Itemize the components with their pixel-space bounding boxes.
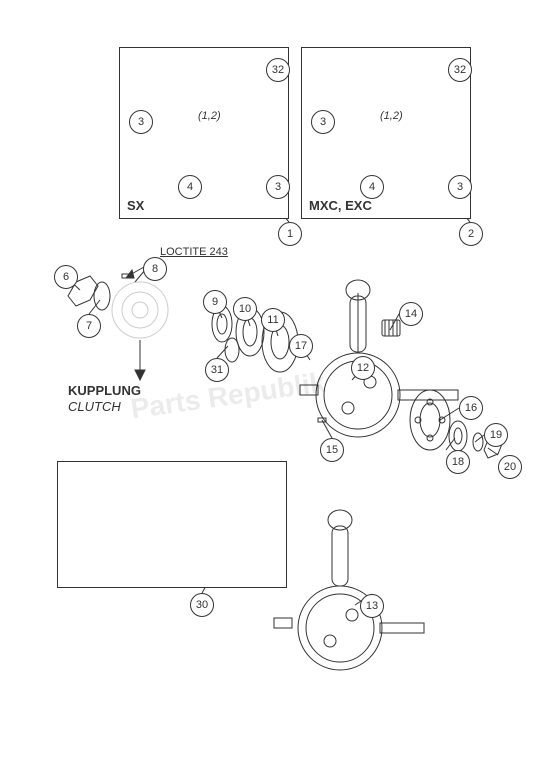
callout-6: 6	[54, 265, 78, 289]
callout-13: 13	[360, 594, 384, 618]
callout-32-mxc: 32	[448, 58, 472, 82]
callout-31: 31	[205, 358, 229, 382]
callout-1: 1	[278, 222, 302, 246]
callout-30: 30	[190, 593, 214, 617]
callout-11: 11	[261, 308, 285, 332]
sx-label: SX	[127, 198, 144, 213]
callout-14: 14	[399, 302, 423, 326]
callout-3-sx-left: 3	[129, 110, 153, 134]
callout-10: 10	[233, 297, 257, 321]
kupplung-label: KUPPLUNG	[68, 383, 141, 398]
callout-17: 17	[289, 334, 313, 358]
callout-12: 12	[351, 356, 375, 380]
callout-15: 15	[320, 438, 344, 462]
callout-16: 16	[459, 396, 483, 420]
callout-32-sx: 32	[266, 58, 290, 82]
clutch-label: CLUTCH	[68, 399, 121, 414]
callout-3-mxc-right: 3	[448, 175, 472, 199]
mxc-exc-label: MXC, EXC	[309, 198, 372, 213]
callout-4-mxc: 4	[360, 175, 384, 199]
callout-4-sx: 4	[178, 175, 202, 199]
conrod-kit-inset	[57, 461, 287, 588]
callout-8: 8	[143, 257, 167, 281]
piston-sx-ref: (1,2)	[198, 110, 221, 122]
callout-20: 20	[498, 455, 522, 479]
callout-3-sx-right: 3	[266, 175, 290, 199]
callout-7: 7	[77, 314, 101, 338]
callout-2: 2	[459, 222, 483, 246]
callout-9: 9	[203, 290, 227, 314]
callout-19: 19	[484, 423, 508, 447]
callout-18: 18	[446, 450, 470, 474]
loctite-note: LOCTITE 243	[160, 246, 228, 258]
piston-mxc-ref: (1,2)	[380, 110, 403, 122]
callout-3-mxc-left: 3	[311, 110, 335, 134]
